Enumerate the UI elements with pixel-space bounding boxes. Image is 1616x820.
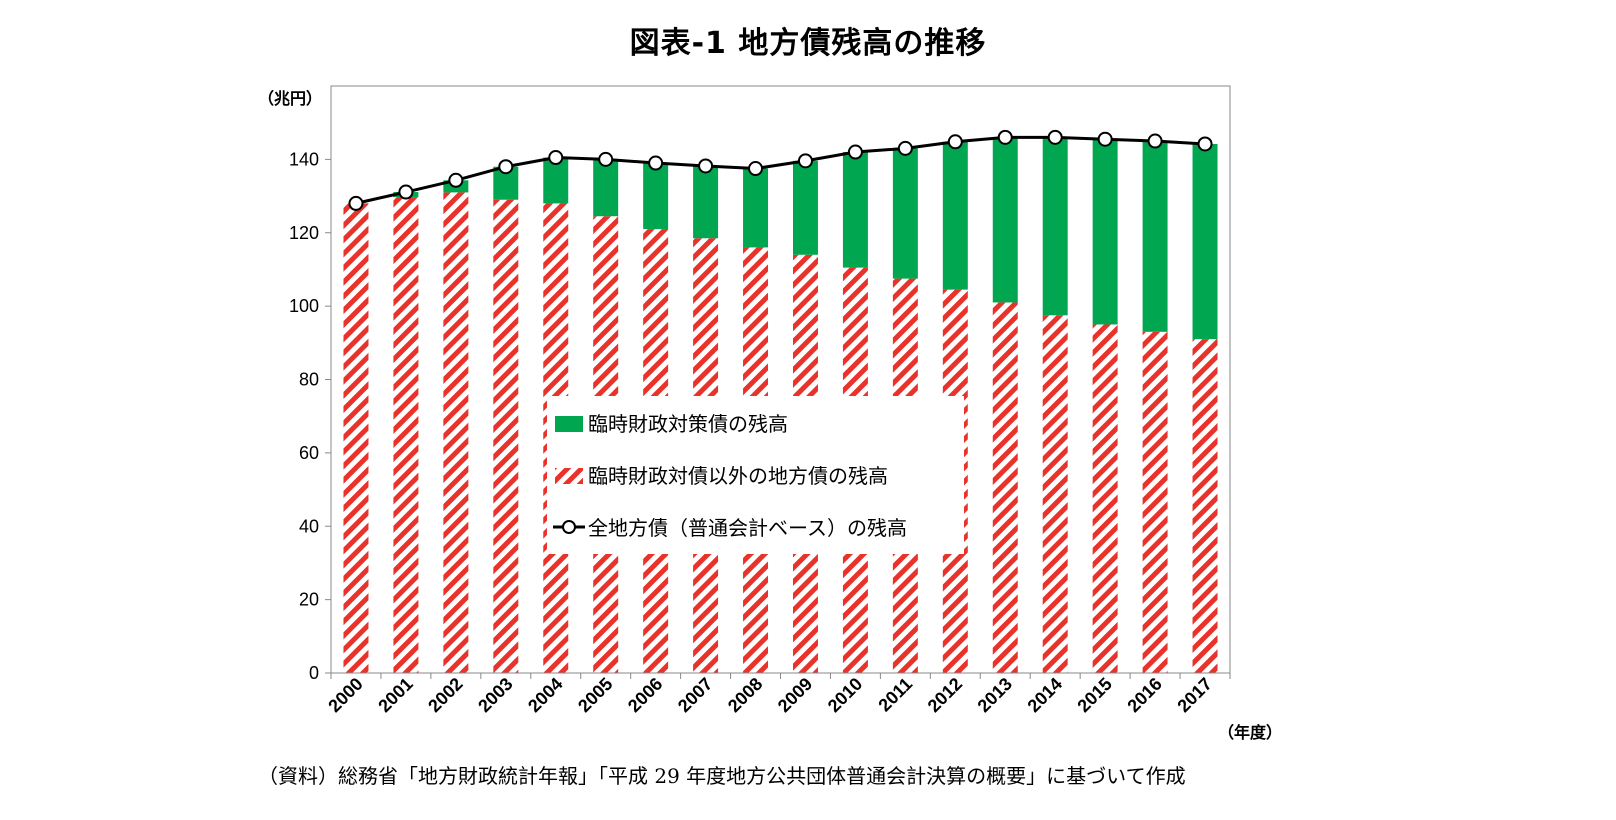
source-note: （資料）総務省「地方財政統計年報」「平成 29 年度地方公共団体普通会計決算の概… [258, 764, 1186, 788]
bar-temp-fiscal-2007 [693, 165, 719, 239]
total-debt-point-2008 [748, 161, 764, 177]
x-tick-label-2006: 2006 [624, 674, 666, 716]
x-tick-label-2012: 2012 [924, 674, 966, 716]
legend-swatch-hatch [555, 468, 583, 484]
total-debt-point-2007 [698, 158, 714, 174]
x-tick-label-2009: 2009 [774, 674, 816, 716]
x-tick-label-2001: 2001 [374, 674, 416, 716]
total-debt-point-2000 [348, 195, 364, 211]
bar-other-debt-2003 [493, 199, 519, 673]
x-tick-label-2004: 2004 [524, 674, 566, 716]
bar-temp-fiscal-2009 [792, 160, 818, 255]
legend-label-hatch: 臨時財政対債以外の地方債の残高 [588, 464, 888, 488]
bar-temp-fiscal-2017 [1192, 143, 1218, 340]
x-tick-label-2007: 2007 [674, 674, 716, 716]
y-tick-label-120: 120 [289, 223, 319, 243]
chart-title: 図表-1 地方債残高の推移 [629, 26, 987, 61]
x-tick-label-2011: 2011 [874, 674, 916, 716]
legend-box [547, 396, 964, 554]
legend-swatch-green [555, 416, 583, 432]
total-debt-point-2005 [598, 151, 614, 167]
bar-temp-fiscal-2006 [643, 163, 669, 230]
total-debt-line [355, 135, 1206, 205]
y-axis-unit: （兆円） [258, 89, 322, 108]
total-debt-point-2002 [448, 172, 464, 188]
bar-temp-fiscal-2008 [743, 168, 769, 248]
bar-temp-fiscal-2004 [543, 157, 569, 204]
bar-other-debt-2017 [1192, 339, 1218, 673]
total-debt-point-2013 [997, 129, 1013, 145]
total-debt-point-2014 [1047, 129, 1063, 145]
y-tick-label-140: 140 [289, 149, 319, 169]
bar-other-debt-2016 [1142, 331, 1168, 673]
bar-temp-fiscal-2013 [992, 137, 1018, 303]
x-tick-label-2003: 2003 [474, 674, 516, 716]
bar-other-debt-2002 [443, 192, 469, 674]
bar-temp-fiscal-2012 [942, 141, 968, 290]
legend-label-line: 全地方債（普通会計ベース）の残高 [588, 516, 907, 540]
bar-other-debt-2014 [1042, 315, 1068, 673]
x-tick-label-2017: 2017 [1173, 674, 1215, 716]
x-tick-label-2008: 2008 [724, 674, 766, 716]
total-debt-point-2015 [1097, 131, 1113, 147]
bar-temp-fiscal-2014 [1042, 137, 1068, 316]
y-tick-label-80: 80 [299, 370, 319, 390]
y-tick-label-100: 100 [289, 296, 319, 316]
y-tick-label-40: 40 [299, 516, 319, 536]
total-debt-point-2017 [1197, 136, 1213, 152]
bar-other-debt-2013 [992, 302, 1018, 673]
total-debt-point-2010 [847, 144, 863, 160]
bar-other-debt-2001 [393, 197, 419, 673]
plot-area [330, 85, 1231, 674]
total-debt-point-2001 [398, 184, 414, 200]
y-tick-label-20: 20 [299, 590, 319, 610]
x-tick-label-2002: 2002 [424, 674, 466, 716]
y-tick-label-0: 0 [309, 663, 319, 683]
total-line-group [348, 129, 1213, 211]
bar-temp-fiscal-2016 [1142, 141, 1168, 332]
y-tick-label-60: 60 [299, 443, 319, 463]
total-debt-point-2011 [897, 140, 913, 156]
x-axis-unit: （年度） [1218, 723, 1282, 742]
total-debt-point-2016 [1147, 133, 1163, 149]
total-debt-point-2003 [498, 159, 514, 175]
legend-line-marker [562, 520, 576, 534]
x-tick-label-2016: 2016 [1123, 674, 1165, 716]
bar-temp-fiscal-2005 [593, 159, 619, 217]
bar-temp-fiscal-2010 [842, 152, 868, 268]
legend-label-green: 臨時財政対策債の残高 [588, 412, 788, 436]
bar-other-debt-2000 [343, 203, 369, 673]
x-tick-label-2005: 2005 [574, 674, 616, 716]
x-tick-label-2015: 2015 [1074, 674, 1116, 716]
x-tick-label-2000: 2000 [324, 674, 366, 716]
legend: 臨時財政対策債の残高 臨時財政対債以外の地方債の残高 全地方債（普通会計ベース）… [547, 396, 964, 554]
bar-temp-fiscal-2015 [1092, 139, 1118, 325]
total-debt-point-2006 [648, 155, 664, 171]
total-debt-point-2012 [947, 134, 963, 150]
x-tick-label-2013: 2013 [974, 674, 1016, 716]
total-debt-point-2004 [548, 150, 564, 166]
bar-other-debt-2015 [1092, 324, 1118, 673]
total-debt-point-2009 [797, 153, 813, 169]
x-tick-label-2014: 2014 [1024, 674, 1066, 716]
x-tick-label-2010: 2010 [824, 674, 866, 716]
bar-temp-fiscal-2011 [892, 148, 918, 279]
